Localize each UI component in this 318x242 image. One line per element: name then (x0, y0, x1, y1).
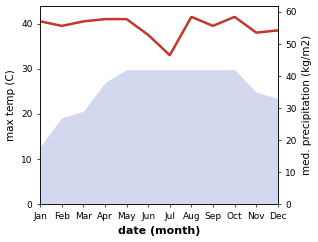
Y-axis label: max temp (C): max temp (C) (5, 69, 16, 141)
Y-axis label: med. precipitation (kg/m2): med. precipitation (kg/m2) (302, 35, 313, 175)
X-axis label: date (month): date (month) (118, 227, 200, 236)
